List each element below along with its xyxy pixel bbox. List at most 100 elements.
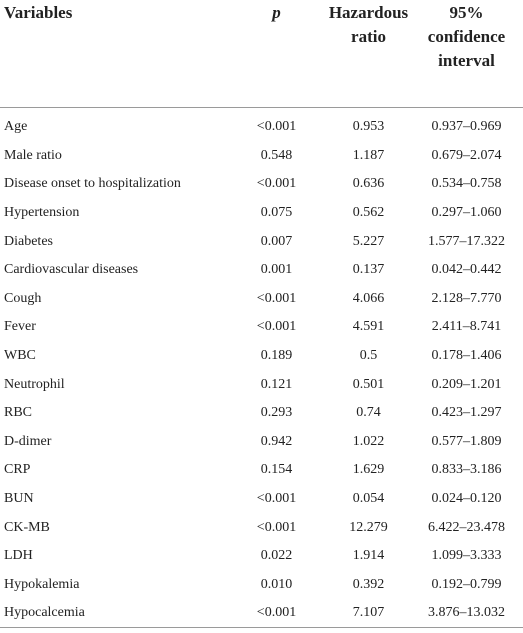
table-row: Hypocalcemia <0.001 7.107 3.876–13.032 [0,599,523,628]
cell-variable: D-dimer [4,433,52,449]
cell-p-value: <0.001 [256,119,297,135]
table-row: Fever <0.001 4.591 2.411–8.741 [0,313,523,342]
table-row: Neutrophil 0.121 0.501 0.209–1.201 [0,370,523,399]
table-row: CK-MB <0.001 12.279 6.422–23.478 [0,513,523,542]
cell-hazard-ratio: 12.279 [349,519,388,535]
cell-confidence-interval: 0.833–3.186 [431,462,502,478]
cell-variable: Neutrophil [4,376,65,392]
header-ci-line: 95% [449,3,484,22]
cell-p-value: <0.001 [256,319,297,335]
cell-confidence-interval: 2.411–8.741 [431,319,502,335]
header-p: p [222,0,317,108]
cell-confidence-interval: 0.297–1.060 [431,205,502,221]
cell-hazard-ratio: 5.227 [352,233,385,249]
table-header: Variables p Hazardous ratio 95% confiden… [0,0,523,108]
cell-hazard-ratio: 0.137 [352,262,385,278]
cell-hazard-ratio: 0.74 [356,405,381,421]
cell-hazard-ratio: 0.5 [359,348,378,364]
cell-p-value: 0.548 [260,147,293,163]
cell-p-value: <0.001 [256,519,297,535]
cell-variable: Disease onset to hospitalization [4,176,181,192]
cell-confidence-interval: 0.024–0.120 [431,491,502,507]
table-row: Diabetes 0.007 5.227 1.577–17.322 [0,227,523,256]
cell-hazard-ratio: 0.636 [352,176,385,192]
cell-p-value: 0.001 [260,262,293,278]
header-variables: Variables [0,0,222,108]
table-row: RBC 0.293 0.74 0.423–1.297 [0,399,523,428]
cell-confidence-interval: 0.042–0.442 [431,262,502,278]
cell-hazard-ratio: 1.022 [352,433,385,449]
cell-confidence-interval: 1.577–17.322 [428,233,505,249]
header-hazardous-ratio: Hazardous ratio [317,0,412,108]
cell-confidence-interval: 3.876–13.032 [428,605,505,621]
cell-variable: WBC [4,348,36,364]
cell-p-value: <0.001 [256,605,297,621]
cell-variable: Age [4,119,28,135]
cell-p-value: 0.189 [260,348,293,364]
table-row: BUN <0.001 0.054 0.024–0.120 [0,485,523,514]
cell-confidence-interval: 0.937–0.969 [431,119,502,135]
header-hazardous-ratio-line: Hazardous [328,3,409,22]
header-hazardous-ratio-line: ratio [351,27,386,46]
cell-variable: Cough [4,290,42,306]
cell-confidence-interval: 1.099–3.333 [431,548,502,564]
header-ci-line: interval [438,51,495,70]
cell-variable: CRP [4,462,31,478]
cell-p-value: 0.121 [260,376,293,392]
table-row: Cardiovascular diseases 0.001 0.137 0.042–0… [0,256,523,285]
cell-variable: Hypokalemia [4,576,80,592]
cell-confidence-interval: 0.209–1.201 [431,376,502,392]
cell-variable: Hypertension [4,205,80,221]
cell-confidence-interval: 0.423–1.297 [431,405,502,421]
cell-variable: BUN [4,491,34,507]
cell-confidence-interval: 0.178–1.406 [431,348,502,364]
table-row: Age <0.001 0.953 0.937–0.969 [0,113,523,142]
table-row: Cough <0.001 4.066 2.128–7.770 [0,285,523,314]
cell-confidence-interval: 0.577–1.809 [431,433,502,449]
cell-p-value: 0.154 [260,462,293,478]
cell-hazard-ratio: 0.562 [352,205,385,221]
cell-confidence-interval: 0.534–0.758 [431,176,502,192]
header-row: Variables p Hazardous ratio 95% confiden… [0,0,523,108]
cell-variable: RBC [4,405,33,421]
cell-p-value: 0.293 [260,405,293,421]
cell-p-value: 0.010 [260,576,293,592]
cell-variable: LDH [4,548,33,564]
cell-confidence-interval: 6.422–23.478 [428,519,505,535]
header-confidence-interval: 95% confidence interval [412,0,523,108]
table-body: Age <0.001 0.953 0.937–0.969 Male ratio 0.548… [0,108,523,628]
cell-p-value: 0.075 [260,205,293,221]
cell-hazard-ratio: 1.187 [352,147,385,163]
cell-hazard-ratio: 7.107 [352,605,385,621]
cell-confidence-interval: 0.192–0.799 [431,576,502,592]
cell-variable: Male ratio [4,147,62,163]
cell-hazard-ratio: 0.392 [352,576,385,592]
cell-hazard-ratio: 0.054 [352,491,385,507]
cell-hazard-ratio: 4.591 [352,319,385,335]
cell-p-value: 0.007 [260,233,293,249]
table-row: Male ratio 0.548 1.187 0.679–2.074 [0,142,523,171]
cell-p-value: 0.942 [260,433,293,449]
cell-hazard-ratio: 0.953 [352,119,385,135]
cell-confidence-interval: 2.128–7.770 [431,290,502,306]
cell-p-value: <0.001 [256,491,297,507]
cell-hazard-ratio: 4.066 [352,290,385,306]
cell-p-value: <0.001 [256,176,297,192]
header-ci-line: confidence [427,27,506,46]
table-row: Hypertension 0.075 0.562 0.297–1.060 [0,199,523,228]
table-row: CRP 0.154 1.629 0.833–3.186 [0,456,523,485]
cell-variable: Hypocalcemia [4,605,85,621]
cell-hazard-ratio: 0.501 [352,376,385,392]
table-row: Hypokalemia 0.010 0.392 0.192–0.799 [0,571,523,600]
cell-hazard-ratio: 1.629 [352,462,385,478]
cell-variable: Diabetes [4,233,53,249]
table-row: D-dimer 0.942 1.022 0.577–1.809 [0,428,523,457]
table-bottom-rule [0,627,523,628]
cell-p-value: <0.001 [256,290,297,306]
cell-variable: CK-MB [4,519,50,535]
cell-variable: Fever [4,319,36,335]
table-row: WBC 0.189 0.5 0.178–1.406 [0,342,523,371]
cell-p-value: 0.022 [260,548,293,564]
